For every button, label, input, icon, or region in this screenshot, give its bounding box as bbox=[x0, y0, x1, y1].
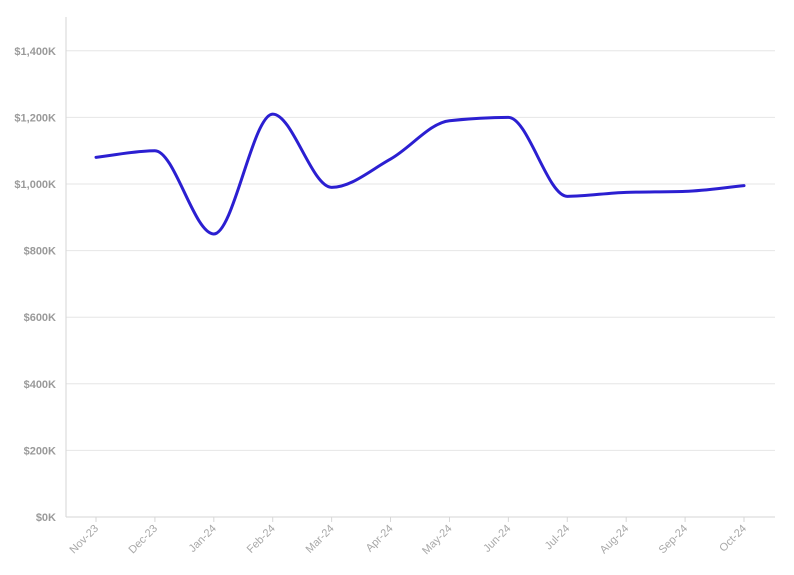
gridlines bbox=[66, 50, 775, 451]
x-tick-label: May-24 bbox=[420, 523, 454, 557]
x-tick-label: Jul-24 bbox=[543, 523, 573, 553]
series-line bbox=[94, 112, 746, 236]
y-tick-label: $1,200K bbox=[14, 112, 56, 124]
y-tick-label: $1,400K bbox=[14, 46, 56, 58]
y-tick-label: $800K bbox=[24, 246, 56, 258]
x-axis-ticks: Nov-23 Dec-23 Jan-24 Feb-24 Mar-24 Apr-24 May-… bbox=[68, 517, 749, 557]
series bbox=[94, 112, 746, 236]
y-tick-label: $0K bbox=[36, 512, 56, 524]
x-tick-label: Apr-24 bbox=[364, 523, 396, 555]
x-tick-label: Oct-24 bbox=[717, 523, 749, 555]
x-tick-label: Feb-24 bbox=[245, 523, 278, 556]
x-tick-label: Jun-24 bbox=[481, 523, 513, 555]
y-tick-label: $400K bbox=[24, 379, 56, 391]
x-tick-label: Sep-24 bbox=[657, 523, 691, 557]
x-tick-label: Jan-24 bbox=[187, 523, 219, 555]
y-tick-label: $200K bbox=[24, 445, 56, 457]
y-tick-label: $600K bbox=[24, 312, 56, 324]
axes bbox=[65, 17, 775, 518]
x-tick-label: Dec-23 bbox=[126, 523, 160, 557]
x-tick-label: Aug-24 bbox=[598, 523, 632, 557]
y-axis-ticks: $0K $200K $400K $600K $800K $1,000K $1,200K $1,… bbox=[14, 46, 56, 524]
y-tick-label: $1,000K bbox=[14, 179, 56, 191]
x-tick-label: Nov-23 bbox=[68, 523, 102, 557]
x-tick-label: Mar-24 bbox=[304, 523, 337, 556]
